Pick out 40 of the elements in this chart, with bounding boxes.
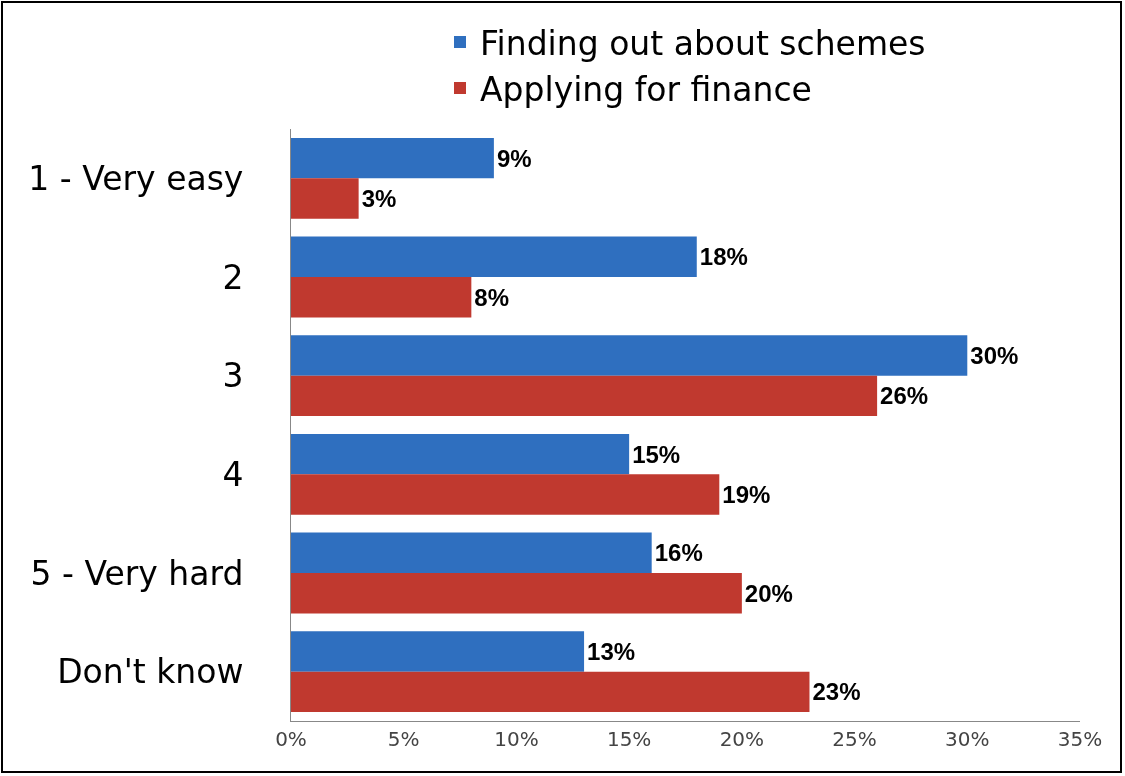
bar: [291, 335, 968, 376]
data-label: 30%: [970, 341, 1019, 369]
bar: [291, 631, 585, 672]
bar: [291, 277, 472, 318]
data-label: 8%: [474, 283, 510, 311]
bar: [291, 137, 494, 179]
legend-label: Finding out about schemes: [480, 23, 926, 63]
y-tick-label: 5 - Very hard: [30, 553, 244, 593]
x-tick-label: 20%: [719, 727, 765, 751]
y-tick-label: 1 - Very easy: [28, 158, 244, 198]
bar: [291, 433, 630, 475]
y-tick-label: 3: [222, 356, 244, 396]
bar: [291, 532, 652, 573]
bar: [291, 236, 697, 277]
data-label: 20%: [744, 579, 793, 607]
data-label: 3%: [361, 185, 397, 213]
data-label: 19%: [722, 481, 771, 509]
data-label: 9%: [496, 144, 532, 172]
data-label: 16%: [654, 539, 703, 567]
bar: [291, 178, 359, 219]
x-tick-label: 15%: [606, 727, 652, 751]
x-tick-label: 35%: [1057, 727, 1103, 751]
legend-label: Applying for finance: [480, 69, 812, 109]
data-label: 15%: [632, 440, 681, 468]
data-label: 18%: [699, 243, 748, 271]
data-label: 23%: [812, 678, 861, 706]
bar: [291, 671, 810, 713]
x-tick-label: 25%: [832, 727, 877, 751]
data-label: 13%: [587, 637, 636, 665]
x-tick-label: 30%: [945, 727, 990, 751]
y-tick-label: 4: [222, 454, 244, 494]
data-label: 26%: [880, 382, 929, 410]
bar: [291, 474, 720, 515]
y-tick-label: Don't know: [57, 652, 244, 692]
x-tick-label: 10%: [494, 727, 539, 751]
bar: [291, 573, 742, 614]
x-tick-label: 5%: [387, 727, 420, 751]
y-tick-label: 2: [222, 257, 244, 297]
bar: [291, 375, 878, 417]
x-tick-label: 0%: [275, 727, 307, 751]
